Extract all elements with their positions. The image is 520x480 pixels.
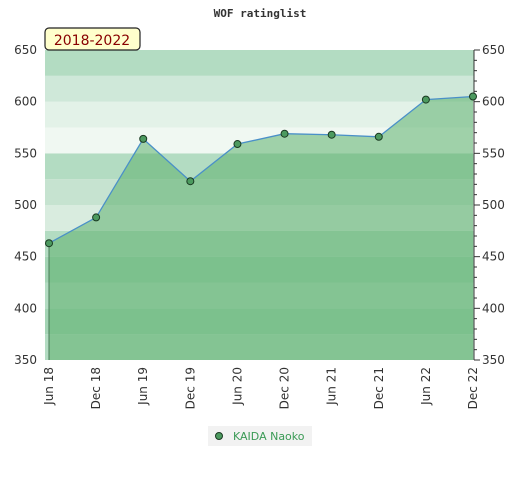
data-point[interactable] [92, 213, 101, 222]
background-band [45, 75, 474, 102]
y-tick-label-right: 350 [482, 353, 505, 367]
y-axis-left-labels: 350 400 450 500 550 600 650 [14, 43, 37, 367]
x-tick-label: Jun 21 [325, 367, 339, 406]
range-label: 2018-2022 [54, 33, 130, 49]
legend[interactable]: KAIDA Naoko [208, 426, 312, 446]
series-points [45, 92, 477, 248]
x-tick-label: Dec 19 [183, 367, 197, 409]
legend-box [208, 426, 312, 446]
x-tick-label: Jun 18 [42, 367, 56, 406]
range-badge-box [44, 27, 141, 51]
y-tick-label-left: 650 [14, 43, 37, 57]
y-tick-label-right: 650 [482, 43, 505, 57]
legend-marker [215, 432, 223, 440]
x-tick-label: Dec 20 [278, 367, 292, 409]
data-point[interactable] [469, 92, 477, 101]
data-point[interactable] [421, 95, 430, 104]
y-tick-label-left: 600 [14, 95, 37, 109]
range-badge: 2018-2022 [44, 27, 141, 51]
data-point[interactable] [280, 129, 289, 138]
y-tick-label-right: 400 [482, 301, 505, 315]
y-tick-label-left: 450 [14, 250, 37, 264]
y-tick-label-left: 550 [14, 146, 37, 160]
data-point[interactable] [233, 140, 242, 149]
y-tick-label-left: 500 [14, 198, 37, 212]
chart-title: WOF ratinglist [214, 7, 307, 20]
x-axis-labels: Jun 18 Dec 18 Jun 19 Dec 19 Jun 20 Dec 20 Jun … [42, 367, 480, 409]
y-tick-label-right: 600 [482, 95, 505, 109]
data-point[interactable] [327, 130, 336, 139]
series-line [48, 95, 474, 244]
y-tick-label-right: 450 [482, 250, 505, 264]
x-tick-label: Jun 19 [136, 367, 150, 406]
area-layer [48, 95, 474, 360]
axes [473, 49, 480, 361]
data-point[interactable] [139, 134, 148, 143]
data-point[interactable] [45, 239, 53, 248]
y-tick-label-left: 350 [14, 353, 37, 367]
x-tick-label: Jun 22 [419, 367, 433, 406]
series-area [49, 96, 473, 360]
legend-entry: KAIDA Naoko [233, 430, 305, 443]
y-tick-label-right: 550 [482, 146, 505, 160]
x-tick-label: Dec 21 [372, 367, 386, 409]
y-tick-label-left: 400 [14, 301, 37, 315]
x-tick-label: Dec 22 [466, 367, 480, 409]
x-tick-label: Jun 20 [230, 367, 244, 406]
background-band [45, 50, 474, 76]
data-point[interactable] [186, 177, 195, 186]
data-point[interactable] [374, 132, 383, 141]
x-tick-label: Dec 18 [89, 367, 103, 409]
y-tick-label-right: 500 [482, 198, 505, 212]
y-axis-right-labels: 350 400 450 500 550 600 650 [482, 43, 505, 367]
